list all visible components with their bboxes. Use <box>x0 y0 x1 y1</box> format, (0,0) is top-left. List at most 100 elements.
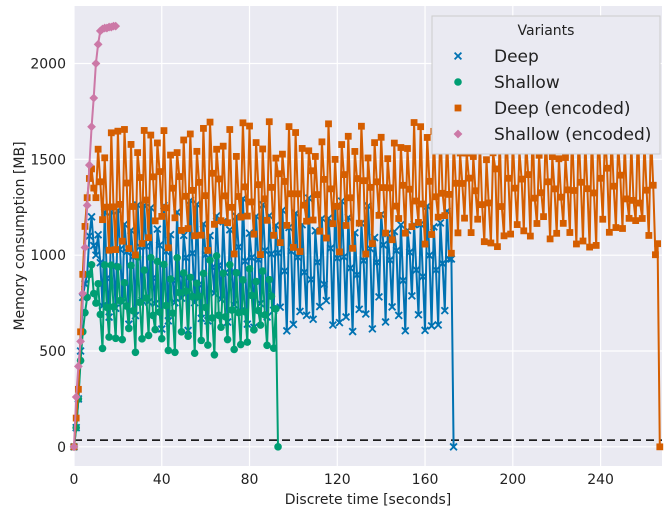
data-point <box>382 229 389 237</box>
data-point <box>405 248 414 257</box>
data-point <box>325 120 332 128</box>
data-point <box>256 321 265 329</box>
data-point <box>480 238 488 246</box>
data-point <box>487 239 495 247</box>
data-point <box>217 217 225 225</box>
data-point <box>91 59 101 68</box>
data-point <box>272 154 280 162</box>
data-point <box>548 153 556 160</box>
data-point <box>361 309 370 319</box>
data-point <box>186 130 194 138</box>
data-point <box>144 331 153 340</box>
x-tick-label: 200 <box>499 472 526 488</box>
data-point <box>368 324 377 333</box>
data-point <box>340 171 348 178</box>
data-point <box>564 186 572 194</box>
data-point <box>374 292 384 301</box>
data-point <box>379 184 387 191</box>
data-point <box>306 275 315 284</box>
data-point <box>151 217 159 225</box>
data-point <box>89 241 98 250</box>
data-point <box>267 292 276 301</box>
data-point <box>193 279 201 288</box>
data-point <box>531 194 539 202</box>
data-point <box>83 293 91 302</box>
data-point <box>351 148 359 155</box>
data-point <box>140 127 148 134</box>
data-point <box>281 178 289 185</box>
data-point <box>316 227 324 235</box>
data-point <box>228 306 236 314</box>
data-point <box>84 160 94 170</box>
data-point <box>175 288 184 297</box>
data-point <box>540 213 547 221</box>
data-point <box>230 345 238 354</box>
data-point <box>612 224 620 231</box>
data-point <box>426 177 433 185</box>
data-point <box>280 266 289 276</box>
data-point <box>414 310 423 319</box>
data-point <box>169 184 177 192</box>
data-point <box>373 178 381 186</box>
data-point <box>302 311 311 320</box>
data-point <box>197 231 205 239</box>
data-point <box>551 185 558 193</box>
data-point <box>107 129 115 137</box>
data-point <box>254 181 262 189</box>
data-point <box>358 122 365 130</box>
data-point <box>412 265 421 275</box>
data-point <box>500 232 508 240</box>
data-point <box>498 203 506 210</box>
data-point <box>219 142 227 150</box>
data-point <box>153 225 162 234</box>
data-point <box>230 250 238 258</box>
series-line <box>73 255 279 447</box>
data-point <box>645 232 653 239</box>
data-point <box>322 296 331 305</box>
data-point <box>111 334 120 343</box>
data-point <box>162 204 170 212</box>
data-point <box>265 275 274 284</box>
legend-marker <box>453 129 463 139</box>
data-point <box>401 326 410 335</box>
data-point <box>206 256 214 264</box>
data-point <box>355 219 363 227</box>
data-point <box>155 241 164 250</box>
data-point <box>190 349 199 358</box>
data-point <box>138 335 146 343</box>
data-point <box>213 145 221 153</box>
data-point <box>344 132 352 140</box>
data-point <box>182 287 190 296</box>
data-point <box>267 249 276 258</box>
data-point <box>110 203 117 211</box>
data-point <box>458 180 466 187</box>
series-layer <box>69 21 664 452</box>
data-point <box>90 184 98 192</box>
data-point <box>237 213 245 221</box>
data-point <box>592 242 600 249</box>
data-point <box>91 251 100 260</box>
data-point <box>494 243 501 251</box>
data-point <box>381 317 390 327</box>
data-point <box>546 235 554 243</box>
data-point <box>544 178 552 186</box>
data-point <box>421 326 430 335</box>
data-point <box>362 250 370 258</box>
data-point <box>396 220 405 229</box>
data-point <box>211 220 218 228</box>
data-point <box>182 192 190 200</box>
legend-box <box>431 15 661 155</box>
data-point <box>87 122 96 132</box>
data-point <box>221 313 230 321</box>
data-point <box>535 151 543 159</box>
data-point <box>507 230 515 238</box>
y-tick-label: 500 <box>39 344 66 360</box>
data-point <box>71 392 81 402</box>
data-point <box>243 212 251 220</box>
data-point <box>355 305 364 314</box>
data-point <box>333 202 341 210</box>
data-point <box>241 308 249 316</box>
data-point <box>87 260 96 269</box>
data-point <box>425 251 434 260</box>
y-tick-label: 2000 <box>30 57 66 73</box>
